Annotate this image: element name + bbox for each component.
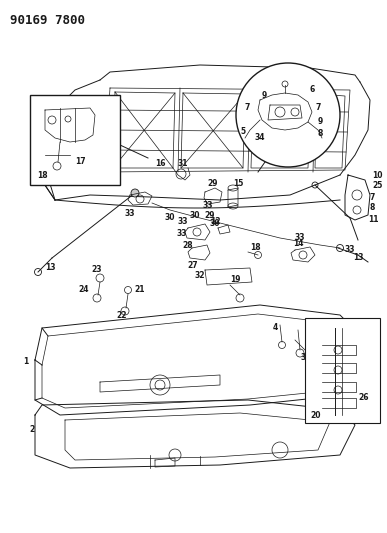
Text: 13: 13	[353, 254, 363, 262]
Text: 33: 33	[178, 217, 188, 227]
Text: 23: 23	[92, 265, 102, 274]
Text: 24: 24	[79, 286, 89, 295]
Text: 30: 30	[210, 219, 220, 228]
Bar	[305, 318, 380, 423]
Bar	[30, 95, 120, 185]
Text: 33: 33	[203, 200, 213, 209]
Text: 30: 30	[165, 214, 175, 222]
Circle shape	[131, 189, 139, 197]
Text: 7: 7	[370, 193, 375, 203]
Text: 5: 5	[240, 127, 246, 136]
Text: 33: 33	[125, 208, 135, 217]
Text: 18: 18	[250, 244, 260, 253]
Text: 33: 33	[295, 233, 305, 243]
Text: 29: 29	[205, 211, 215, 220]
Text: 19: 19	[230, 276, 240, 285]
Text: 9: 9	[317, 117, 323, 126]
Text: 17: 17	[75, 157, 85, 166]
Text: 27: 27	[188, 261, 198, 270]
Text: 18: 18	[37, 171, 47, 180]
Text: 14: 14	[293, 239, 303, 248]
Text: 4: 4	[272, 324, 277, 333]
Text: 8: 8	[317, 128, 323, 138]
Text: 11: 11	[368, 215, 378, 224]
Text: 6: 6	[309, 85, 315, 94]
Text: 7: 7	[244, 103, 250, 112]
Text: 7: 7	[315, 103, 321, 112]
Text: 21: 21	[135, 286, 145, 295]
Text: 1: 1	[23, 358, 28, 367]
Text: 34: 34	[255, 133, 265, 142]
Text: 9: 9	[261, 92, 267, 101]
Text: 29: 29	[208, 179, 218, 188]
Text: 26: 26	[358, 393, 368, 402]
Text: 32: 32	[195, 271, 205, 280]
Text: 90169 7800: 90169 7800	[10, 14, 85, 27]
Text: 30: 30	[190, 211, 200, 220]
Text: 10: 10	[372, 171, 382, 180]
Text: 25: 25	[372, 181, 382, 190]
Text: 12: 12	[210, 217, 220, 227]
Text: 31: 31	[178, 158, 188, 167]
Text: 20: 20	[310, 410, 320, 419]
Text: 2: 2	[30, 425, 35, 434]
Text: 33: 33	[177, 229, 187, 238]
Text: 15: 15	[233, 179, 243, 188]
Circle shape	[236, 63, 340, 167]
Text: 28: 28	[183, 241, 194, 251]
Text: 33: 33	[345, 246, 355, 254]
Text: 16: 16	[155, 158, 165, 167]
Text: 13: 13	[45, 263, 55, 272]
Text: 3: 3	[300, 353, 306, 362]
Text: 8: 8	[370, 204, 375, 213]
Text: 22: 22	[117, 311, 127, 319]
